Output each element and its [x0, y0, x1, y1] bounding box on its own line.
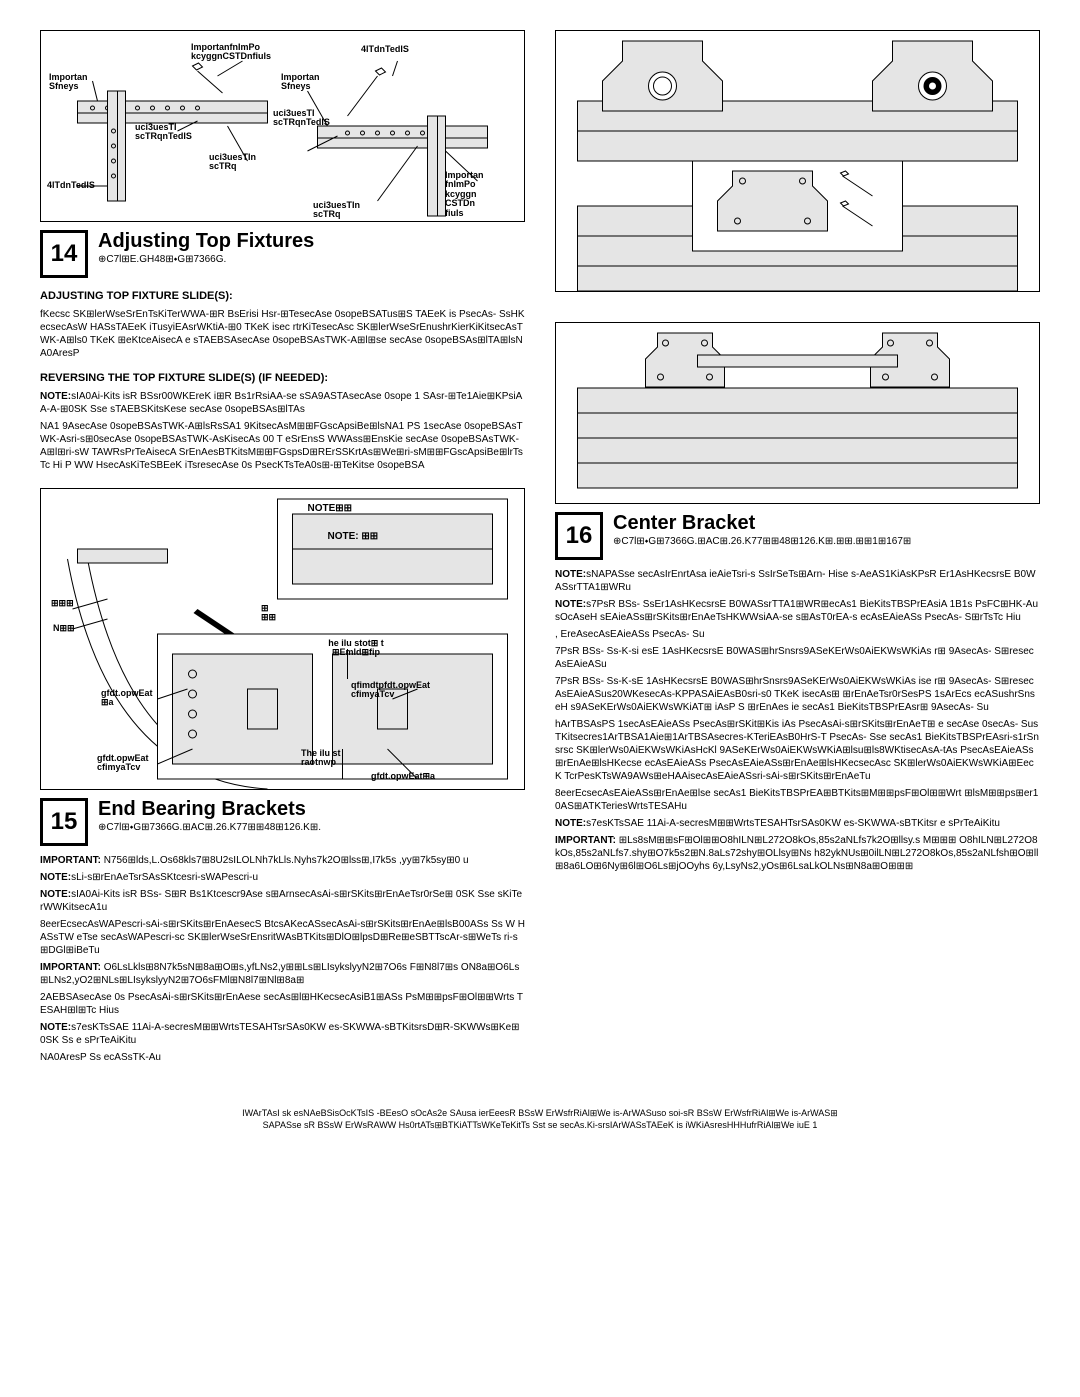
fig15-svg: NOTE⊞⊞ NOTE: ⊞⊞: [41, 489, 524, 789]
figure-step16a: [555, 30, 1040, 292]
svg-text:NOTE⊞⊞: NOTE⊞⊞: [308, 503, 353, 514]
left-column: ImportanSfneys ImportanfnImPokcyggnCSTDn…: [40, 30, 525, 1068]
step14-subhead2: REVERSING THE TOP FIXTURE SLIDE(S) (IF N…: [40, 372, 525, 384]
step14-number: 14: [40, 230, 88, 278]
note-label: NOTE:: [40, 889, 71, 900]
important-label: IMPORTANT:: [40, 855, 101, 866]
step16-note1: NOTE:sNAPASse secAsIrEnrtAsa ieAieTsri-s…: [555, 568, 1040, 594]
note-label: NOTE:: [555, 599, 586, 610]
svg-text:NOTE: ⊞⊞: NOTE: ⊞⊞: [328, 531, 379, 542]
fig15-c5: The ilu straotnwp: [301, 749, 341, 768]
footer-line1: IWArTAsI sk esNAeBSisOcKTsIS -BEesO sOcA…: [40, 1108, 1040, 1120]
fig14-callout-8: 4lTdnTedlS: [47, 181, 95, 190]
fig15-bb1: ⊞⊞⊞: [51, 599, 74, 608]
step15-note2: NOTE:sIA0Ai-Kits isR BSs- S⊞R Bs1Ktcescr…: [40, 888, 525, 914]
footer-line2: SAPASse sR BSsW ErWsRAWW Hs0rtATs⊞BTKiAT…: [40, 1120, 1040, 1132]
step15-note3: NOTE:s7esKTsSAE 11Ai-A-secresM⊞⊞WrtsTESA…: [40, 1021, 525, 1047]
step15-note1: NOTE:sLi-s⊞rEnAeTsrSAsSKtcesri-sWAPescri…: [40, 871, 525, 884]
step15-imp1-text: N756⊞lds,L.Os68kls7⊞8U2sILOLNh7kLls.Nyhs…: [101, 855, 469, 866]
step16-para4: hArTBSAsPS 1secAsEAieASs PsecAs⊞rSKit⊞Ki…: [555, 718, 1040, 783]
step16-imp1: IMPORTANT: ⊞Ls8sM⊞⊞sF⊞Ol⊞⊞O8hILN⊞L272O8k…: [555, 834, 1040, 873]
note-label: NOTE:: [40, 1022, 71, 1033]
fig14-callout-5: ImportanSfneys: [281, 73, 320, 92]
step15-imp1: IMPORTANT: N756⊞lds,L.Os68kls7⊞8U2sILOLN…: [40, 854, 525, 867]
figure-step14: ImportanSfneys ImportanfnImPokcyggnCSTDn…: [40, 30, 525, 222]
step16-note3-text: s7esKTsSAE 11Ai-A-secresM⊞⊞WrtsTESAHTsrS…: [586, 818, 1000, 829]
step14-para2: NOTE:sIA0Ai-Kits isR BSsr00WKEreK i⊞R Bs…: [40, 390, 525, 416]
fig14-callout-7: uci3uesTInscTRq: [209, 153, 256, 172]
step16-para3: 7PsR BSs- Ss-K-sE 1AsHKecsrsE B0WAS⊞hrSn…: [555, 675, 1040, 714]
fig15-c3: qfimdtpfdt.opwEatcfimyaTcv: [351, 681, 430, 700]
step16-sub: ⊕C7l⊞⬩G⊞7366G.⊞AC⊞.26.K77⊞⊞48⊞126.K⊞.⊞⊞.…: [613, 536, 911, 547]
step14-subhead1: ADJUSTING TOP FIXTURE SLIDE(S):: [40, 290, 525, 302]
fig14-callout-3: 4lTdnTedlS: [361, 45, 409, 54]
fig15-bb3: ⊞⊞⊞: [261, 604, 276, 623]
step14-header: 14 Adjusting Top Fixtures ⊕C7l⊞E.GH48⊞⬩G…: [40, 230, 525, 278]
step15-note2-text: sIA0Ai-Kits isR BSs- S⊞R Bs1Ktcescr9Ase …: [40, 889, 522, 913]
step15-imp2-text: O6LsLkls⊞8N7k5sN⊞8a⊞O⊞s,yfLNs2,y⊞⊞Ls⊞LIs…: [40, 962, 519, 986]
step15-imp2: IMPORTANT: O6LsLkls⊞8N7k5sN⊞8a⊞O⊞s,yfLNs…: [40, 961, 525, 987]
fig14-callout-1: ImportanSfneys: [49, 73, 88, 92]
step16-para2: 7PsR BSs- Ss-K-si esE 1AsHKecsrsE B0WAS⊞…: [555, 645, 1040, 671]
step16-para5: 8eerEcsecAsEAieASs⊞rEnAe⊞lse secAs1 BieK…: [555, 787, 1040, 813]
page-footer: IWArTAsI sk esNAeBSisOcKTsIS -BEesO sOcA…: [40, 1108, 1040, 1131]
step16-title: Center Bracket: [613, 512, 911, 534]
step16-note2-text: s7PsR BSs- SsEr1AsHKecsrsE B0WASsrTTA1⊞W…: [555, 599, 1038, 623]
note-label: NOTE:: [40, 872, 71, 883]
step14-sub: ⊕C7l⊞E.GH48⊞⬩G⊞7366G.: [98, 254, 314, 265]
fig14-callout-6: uci3uesTIscTRqnTedlS: [273, 109, 330, 128]
important-label: IMPORTANT:: [555, 835, 616, 846]
column-layout: ImportanSfneys ImportanfnImPokcyggnCSTDn…: [40, 30, 1040, 1068]
fig14-callout-10: uci3uesTInscTRq: [313, 201, 360, 220]
step15-para1: 8eerEcsecAsWAPescri-sAi-s⊞rSKits⊞rEnAese…: [40, 918, 525, 957]
fig15-bb2: N⊞⊞: [53, 624, 75, 633]
fig14-callout-4: uci3uesTIscTRqnTedlS: [135, 123, 192, 142]
note-label: NOTE:: [555, 569, 586, 580]
step15-title: End Bearing Brackets: [98, 798, 321, 820]
note-label: NOTE:: [40, 391, 71, 402]
fig14-callout-2: ImportanfnImPokcyggnCSTDnfiuls: [191, 43, 271, 62]
step15-para2: 2AEBSAsecAse 0s PsecAsAi-s⊞rSKits⊞rEnAes…: [40, 991, 525, 1017]
page-root: ImportanSfneys ImportanfnImPokcyggnCSTDn…: [0, 0, 1080, 1151]
right-column: 16 Center Bracket ⊕C7l⊞⬩G⊞7366G.⊞AC⊞.26.…: [555, 30, 1040, 1068]
fig15-c6: gfdt.opwEat⊞a: [371, 772, 435, 781]
step16-note1-text: sNAPASse secAsIrEnrtAsa ieAieTsri-s SsIr…: [555, 569, 1036, 593]
step14-para2-text: sIA0Ai-Kits isR BSsr00WKEreK i⊞R Bs1rRsi…: [40, 391, 522, 415]
step16-header: 16 Center Bracket ⊕C7l⊞⬩G⊞7366G.⊞AC⊞.26.…: [555, 512, 1040, 560]
step14-para1: fKecsc SK⊞lerWseSrEnTsKiTerWWA-⊞R BsEris…: [40, 308, 525, 360]
step16-imp1-text: ⊞Ls8sM⊞⊞sF⊞Ol⊞⊞O8hILN⊞L272O8kOs,85s2aNLf…: [555, 835, 1038, 872]
step16-number: 16: [555, 512, 603, 560]
fig16a-svg: [556, 31, 1039, 291]
step15-note3-text: s7esKTsSAE 11Ai-A-secresM⊞⊞WrtsTESAHTsrS…: [40, 1022, 520, 1046]
step16-note2: NOTE:s7PsR BSs- SsEr1AsHKecsrsE B0WASsrT…: [555, 598, 1040, 624]
note-label: NOTE:: [555, 818, 586, 829]
step15-para3: NA0AresP Ss ecASsTK-Au: [40, 1051, 525, 1064]
step14-para3: NA1 9AsecAse 0sopeBSAsTWK-A⊞lsRsSA1 9Kit…: [40, 420, 525, 472]
important-label: IMPORTANT:: [40, 962, 101, 973]
step14-title: Adjusting Top Fixtures: [98, 230, 314, 252]
fig15-c1: he ilu stot⊞ t⊞Emld⊞fip: [301, 639, 411, 658]
fig15-c4: gfdt.opwEatcfimyaTcv: [97, 754, 149, 773]
figure-step15: NOTE⊞⊞ NOTE: ⊞⊞: [40, 488, 525, 790]
fig16b-svg: [556, 323, 1039, 503]
figure-step16b: [555, 322, 1040, 504]
fig14-callout-9: ImportanfnImPokcyggnCSTDnfiuls: [445, 171, 484, 218]
step15-sub: ⊕C7l⊞⬩G⊞7366G.⊞AC⊞.26.K77⊞⊞48⊞126.K⊞.: [98, 822, 321, 833]
fig15-c2: gfdt.opwEat⊞a: [101, 689, 153, 708]
step15-header: 15 End Bearing Brackets ⊕C7l⊞⬩G⊞7366G.⊞A…: [40, 798, 525, 846]
step15-note1-text: sLi-s⊞rEnAeTsrSAsSKtcesri-sWAPescri-u: [71, 872, 258, 883]
step16-note3: NOTE:s7esKTsSAE 11Ai-A-secresM⊞⊞WrtsTESA…: [555, 817, 1040, 830]
step16-para1: , EreAsecAsEAieASs PsecAs- Su: [555, 628, 1040, 641]
step15-number: 15: [40, 798, 88, 846]
